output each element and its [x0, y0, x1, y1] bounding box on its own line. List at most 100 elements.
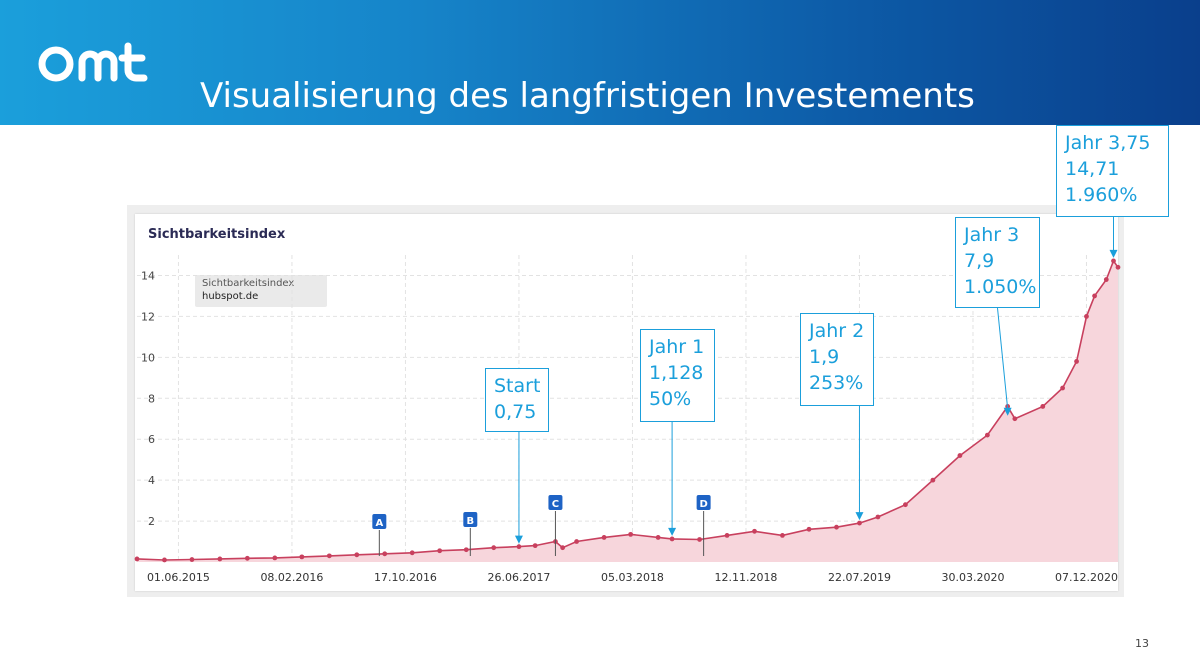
annotation-box: Start 0,75 — [485, 368, 549, 432]
data-point — [217, 556, 223, 562]
annotation-box: Jahr 3,75 14,71 1.960% — [1056, 125, 1169, 217]
annotation-text: Jahr 3,75 — [1065, 132, 1151, 154]
data-point — [1111, 258, 1116, 264]
y-tick-label: 12 — [141, 310, 155, 323]
annotation-text: 0,75 — [494, 401, 537, 423]
annotation-text: 1,128 — [649, 362, 704, 384]
annotation-arrow-head — [514, 535, 523, 544]
y-tick-label: 8 — [148, 392, 155, 405]
data-point — [532, 543, 538, 549]
data-point — [1040, 404, 1046, 409]
x-tick-label: 05.03.2018 — [601, 571, 664, 584]
data-point — [1103, 277, 1109, 282]
data-point — [601, 535, 607, 540]
data-point — [382, 551, 388, 557]
annotation-box: Jahr 1 1,128 50% — [640, 329, 715, 422]
data-point — [134, 556, 140, 562]
annotation-arrow-head — [1003, 407, 1012, 416]
data-point — [272, 555, 278, 561]
x-tick-label: 07.12.2020 — [1055, 571, 1118, 584]
annotation-text: 50% — [649, 388, 692, 410]
data-point — [326, 553, 332, 559]
event-marker-label: B — [466, 516, 474, 527]
page-number: 13 — [1135, 637, 1149, 650]
data-point — [1012, 416, 1018, 422]
annotation-text: 1.050% — [964, 276, 1037, 298]
data-point — [516, 544, 522, 550]
data-point — [628, 531, 634, 537]
legend-domain-label: hubspot.de — [202, 291, 259, 302]
annotation-arrow-head — [1109, 249, 1118, 258]
annotation-arrow-line — [997, 307, 1009, 409]
chart-legend — [195, 275, 327, 307]
data-point — [1060, 385, 1065, 391]
data-point — [409, 550, 415, 556]
data-point — [752, 528, 757, 534]
data-point — [1084, 314, 1089, 319]
event-marker-label: A — [375, 518, 383, 529]
slide-title: Visualisierung des langfristigen Investe… — [200, 76, 975, 116]
slide-header: Visualisierung des langfristigen Investe… — [0, 0, 1200, 125]
data-point — [162, 557, 167, 563]
data-point — [903, 502, 908, 508]
annotation-text: Jahr 1 — [649, 336, 705, 358]
event-marker — [463, 512, 478, 527]
annotation-box: Jahr 3 7,9 1.050% — [955, 217, 1040, 308]
x-tick-label: 01.06.2015 — [147, 571, 210, 584]
x-tick-label: 12.11.2018 — [714, 571, 777, 584]
annotation-text: 1.960% — [1065, 184, 1138, 206]
omt-logo — [38, 42, 148, 82]
data-point — [491, 545, 497, 551]
data-point — [724, 532, 730, 538]
data-point — [354, 552, 360, 558]
data-point — [780, 532, 785, 538]
legend-series-label: Sichtbarkeitsindex — [202, 278, 295, 289]
annotation-arrow-head — [668, 527, 677, 536]
data-point — [697, 537, 702, 542]
x-tick-label: 22.07.2019 — [828, 571, 891, 584]
x-tick-label: 26.06.2017 — [487, 571, 550, 584]
data-point — [957, 453, 963, 458]
data-point — [930, 477, 936, 483]
annotation-text: 7,9 — [964, 250, 995, 272]
data-point — [574, 539, 580, 544]
x-tick-label: 17.10.2016 — [374, 571, 437, 584]
event-marker-label: C — [552, 499, 559, 510]
annotation-text: 14,71 — [1065, 158, 1120, 180]
y-tick-label: 14 — [141, 269, 155, 282]
data-point — [655, 535, 661, 540]
data-point — [189, 557, 195, 562]
data-point — [857, 520, 862, 526]
y-tick-label: 2 — [148, 515, 155, 528]
data-point — [669, 536, 675, 542]
data-point — [806, 526, 812, 532]
event-marker-label: D — [699, 499, 707, 510]
annotation-text: Start — [494, 375, 541, 397]
x-tick-label: 30.03.2020 — [941, 571, 1004, 584]
data-point — [1115, 264, 1121, 270]
annotation-box: Jahr 2 1,9 253% — [800, 313, 874, 406]
y-tick-label: 10 — [141, 351, 155, 364]
event-marker — [372, 514, 387, 529]
chart-title: Sichtbarkeitsindex — [148, 227, 286, 242]
data-point — [463, 547, 469, 553]
event-marker — [548, 495, 563, 510]
data-point — [984, 432, 990, 438]
data-point — [834, 524, 839, 530]
annotation-text: 1,9 — [809, 346, 840, 368]
data-point — [560, 545, 566, 551]
annotation-text: Jahr 3 — [964, 224, 1020, 246]
series-area — [137, 260, 1118, 562]
annotation-arrow-head — [855, 512, 864, 521]
data-point — [875, 514, 881, 520]
data-point — [244, 555, 250, 561]
data-point — [1092, 293, 1097, 299]
annotation-text: Jahr 2 — [809, 320, 865, 342]
data-point — [437, 548, 443, 554]
data-point — [1074, 359, 1079, 364]
x-tick-label: 08.02.2016 — [260, 571, 323, 584]
event-marker — [696, 495, 711, 510]
y-tick-label: 4 — [148, 474, 155, 487]
annotation-text: 253% — [809, 372, 864, 394]
